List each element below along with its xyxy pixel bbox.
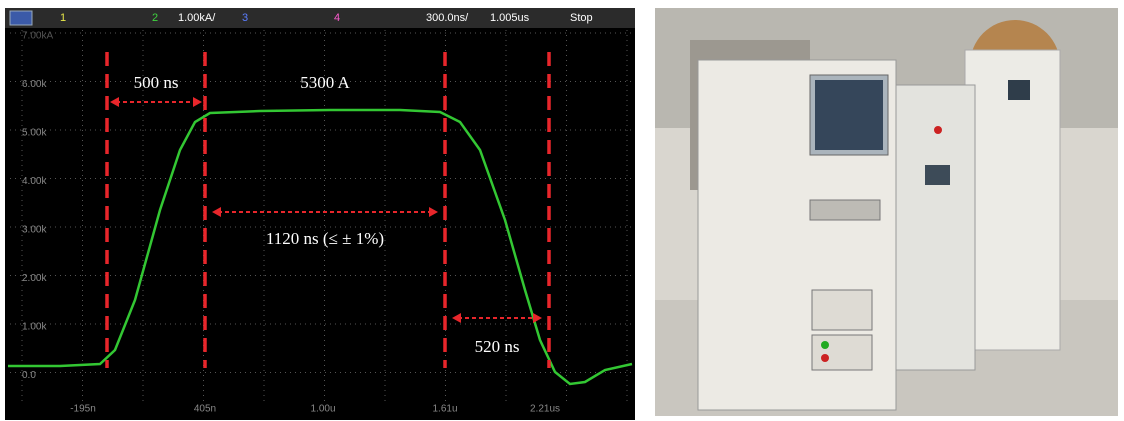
y-label: 7.00kA [22,31,53,42]
control-panel [812,290,872,330]
button [821,354,829,362]
control-panel [812,335,872,370]
y-label: 0.0 [22,370,36,381]
annotation: 520 ns [475,337,520,356]
cabinet-drawer [810,200,880,220]
cabinet-display [815,80,883,150]
header-text: 4 [334,12,340,24]
y-label: 6.00k [22,79,47,90]
scope-header [5,8,635,28]
y-label: 3.00k [22,225,47,236]
annotation: 1120 ns (≤ ± 1%) [266,229,384,248]
page: 500 ns 5300 A 1120 ns (≤ ± 1%) 520 ns 1 2… [0,0,1124,421]
header-text: 2 [152,12,158,24]
annotation: 500 ns [134,73,179,92]
header-text: Stop [570,12,593,24]
y-label: 2.00k [22,273,47,284]
x-label: 1.00u [310,404,335,415]
header-text: 1 [60,12,66,24]
cabinet-screen [1008,80,1030,100]
annotation: 5300 A [300,73,350,92]
y-label: 5.00k [22,128,47,139]
scope-screen [5,8,635,420]
x-label: 1.61u [432,404,457,415]
cabinet-screen [925,165,950,185]
figure: 500 ns 5300 A 1120 ns (≤ ± 1%) 520 ns 1 2… [0,0,1124,421]
x-label: 405n [194,404,216,415]
header-text: 1.005us [490,12,530,24]
header-text: 300.0ns/ [426,12,469,24]
x-label: -195n [70,404,96,415]
button [821,341,829,349]
header-text: 1.00kA/ [178,12,216,24]
menu-icon [10,11,32,25]
button [934,126,942,134]
y-label: 1.00k [22,322,47,333]
header-text: 3 [242,12,248,24]
y-label: 4.00k [22,176,47,187]
x-label: 2.21us [530,404,560,415]
